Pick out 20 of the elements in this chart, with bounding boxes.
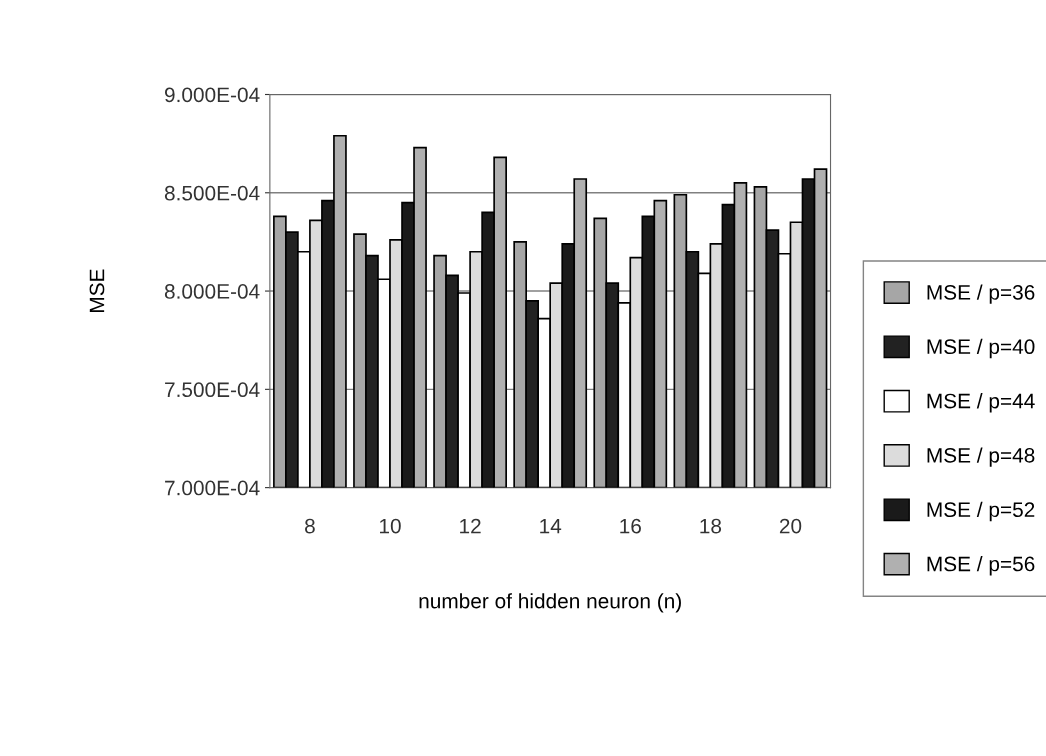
legend-label: MSE / p=56 <box>927 556 1035 576</box>
x-axis-title: number of hidden neuron (n) <box>419 593 681 613</box>
y-tick-label: 9.000E-04 <box>164 87 260 103</box>
legend-label: MSE / p=40 <box>927 338 1035 359</box>
x-tick-label: 18 <box>700 518 722 534</box>
x-tick-label: 20 <box>779 518 802 534</box>
legend-label: MSE / p=52 <box>927 501 1035 522</box>
y-axis-title: MSE <box>89 269 105 312</box>
x-tick-label: 14 <box>540 518 562 534</box>
legend-label: MSE / p=36 <box>927 284 1035 304</box>
y-tick-label: 8.000E-04 <box>164 284 260 299</box>
legend-label: MSE / p=48 <box>927 447 1035 467</box>
legend-label: MSE / p=44 <box>927 393 1035 413</box>
x-tick-label: 10 <box>380 518 401 534</box>
y-tick-label: 7.500E-04 <box>165 382 260 398</box>
x-tick-label: 16 <box>620 518 641 534</box>
x-tick-label: 12 <box>460 518 481 534</box>
y-tick-label: 7.000E-04 <box>165 480 260 496</box>
y-tick-label: 8.500E-04 <box>164 185 260 201</box>
x-tick-label: 8 <box>305 518 315 534</box>
